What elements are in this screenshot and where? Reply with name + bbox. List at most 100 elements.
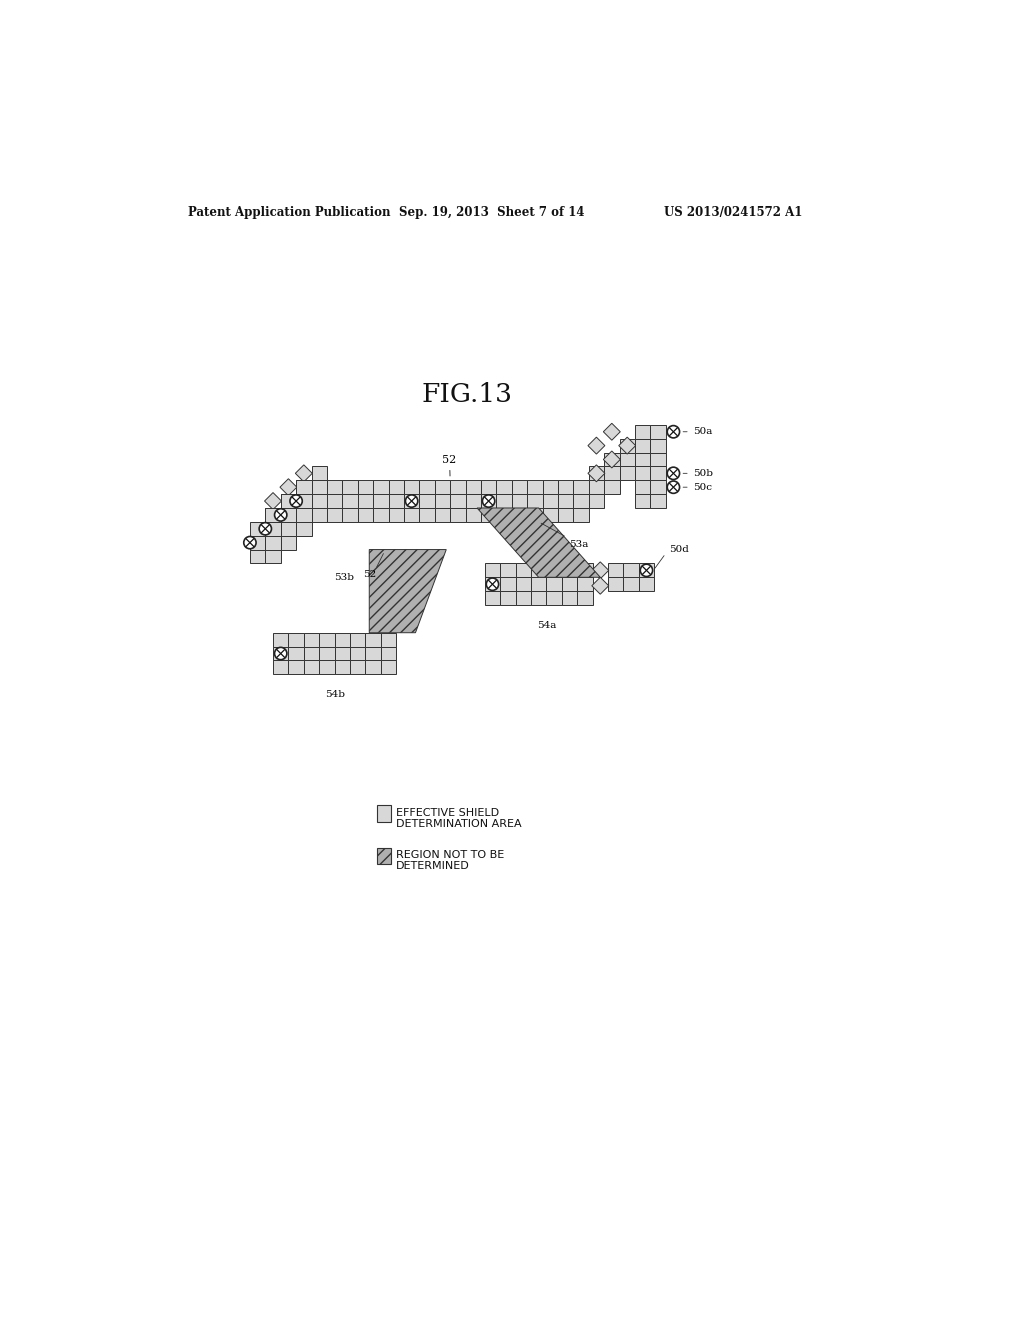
Bar bbox=[527, 494, 543, 508]
Circle shape bbox=[290, 495, 302, 507]
Bar bbox=[265, 521, 281, 536]
Bar bbox=[558, 480, 573, 494]
Bar bbox=[635, 480, 650, 494]
Bar bbox=[311, 466, 327, 480]
Text: 54b: 54b bbox=[325, 690, 345, 700]
Polygon shape bbox=[370, 549, 446, 632]
Bar bbox=[639, 577, 654, 591]
Text: 54a: 54a bbox=[537, 622, 556, 630]
Polygon shape bbox=[280, 479, 297, 496]
Bar bbox=[304, 660, 319, 675]
Bar bbox=[562, 591, 578, 605]
Bar bbox=[350, 647, 366, 660]
Bar bbox=[327, 508, 342, 521]
Bar bbox=[435, 508, 451, 521]
Bar bbox=[311, 494, 327, 508]
Circle shape bbox=[640, 564, 652, 577]
Bar bbox=[377, 805, 391, 822]
Polygon shape bbox=[295, 465, 312, 482]
Bar bbox=[273, 632, 289, 647]
Bar bbox=[435, 494, 451, 508]
Bar bbox=[388, 480, 403, 494]
Bar bbox=[296, 494, 311, 508]
Bar bbox=[573, 480, 589, 494]
Bar bbox=[562, 577, 578, 591]
Bar bbox=[366, 660, 381, 675]
Bar bbox=[304, 647, 319, 660]
Bar bbox=[531, 564, 547, 577]
Bar bbox=[388, 508, 403, 521]
Text: 50b: 50b bbox=[683, 469, 713, 478]
Bar bbox=[451, 508, 466, 521]
Bar bbox=[403, 494, 419, 508]
Polygon shape bbox=[588, 465, 605, 482]
Bar bbox=[650, 494, 666, 508]
Bar bbox=[304, 632, 319, 647]
Bar bbox=[608, 577, 624, 591]
Bar bbox=[265, 536, 281, 549]
Bar bbox=[512, 480, 527, 494]
Bar bbox=[296, 480, 311, 494]
Bar bbox=[273, 647, 289, 660]
Bar bbox=[620, 438, 635, 453]
Bar bbox=[481, 494, 497, 508]
Bar bbox=[289, 660, 304, 675]
Text: 53b: 53b bbox=[334, 573, 354, 582]
Bar bbox=[281, 521, 296, 536]
Circle shape bbox=[668, 425, 680, 438]
Bar bbox=[419, 508, 435, 521]
Bar bbox=[296, 508, 311, 521]
Bar bbox=[497, 508, 512, 521]
Bar bbox=[296, 480, 311, 494]
Bar bbox=[373, 508, 388, 521]
Bar bbox=[281, 521, 296, 536]
Bar bbox=[573, 508, 589, 521]
Bar bbox=[388, 494, 403, 508]
Bar bbox=[481, 508, 497, 521]
Bar bbox=[419, 480, 435, 494]
Bar bbox=[366, 632, 381, 647]
Bar bbox=[265, 508, 281, 521]
Text: Sep. 19, 2013  Sheet 7 of 14: Sep. 19, 2013 Sheet 7 of 14 bbox=[398, 206, 584, 219]
Circle shape bbox=[668, 480, 680, 494]
Bar bbox=[624, 577, 639, 591]
Bar bbox=[451, 494, 466, 508]
Bar bbox=[547, 564, 562, 577]
Bar bbox=[250, 549, 265, 564]
Text: US 2013/0241572 A1: US 2013/0241572 A1 bbox=[665, 206, 803, 219]
Bar bbox=[604, 453, 620, 466]
Bar bbox=[381, 647, 396, 660]
Bar bbox=[265, 521, 281, 536]
Text: Patent Application Publication: Patent Application Publication bbox=[188, 206, 391, 219]
Bar bbox=[558, 494, 573, 508]
Bar bbox=[484, 591, 500, 605]
Bar bbox=[250, 521, 265, 536]
Bar bbox=[357, 480, 373, 494]
Bar bbox=[512, 494, 527, 508]
Text: 50a: 50a bbox=[683, 428, 712, 436]
Bar bbox=[635, 425, 650, 438]
Bar bbox=[624, 564, 639, 577]
Bar bbox=[250, 536, 265, 549]
Bar bbox=[373, 494, 388, 508]
Bar bbox=[527, 508, 543, 521]
Bar bbox=[620, 466, 635, 480]
Bar bbox=[296, 521, 311, 536]
Bar bbox=[573, 494, 589, 508]
Bar bbox=[650, 480, 666, 494]
Text: 53a: 53a bbox=[541, 523, 589, 549]
Bar bbox=[335, 632, 350, 647]
Bar bbox=[403, 508, 419, 521]
Bar bbox=[578, 577, 593, 591]
Bar bbox=[484, 577, 500, 591]
Bar bbox=[381, 660, 396, 675]
Text: EFFECTIVE SHIELD
DETERMINATION AREA: EFFECTIVE SHIELD DETERMINATION AREA bbox=[396, 808, 522, 829]
Bar bbox=[500, 577, 515, 591]
Circle shape bbox=[274, 647, 287, 660]
Bar bbox=[635, 466, 650, 480]
Bar bbox=[296, 494, 311, 508]
Bar bbox=[466, 480, 481, 494]
Text: 52: 52 bbox=[442, 455, 457, 477]
Bar bbox=[620, 453, 635, 466]
Polygon shape bbox=[618, 437, 636, 454]
